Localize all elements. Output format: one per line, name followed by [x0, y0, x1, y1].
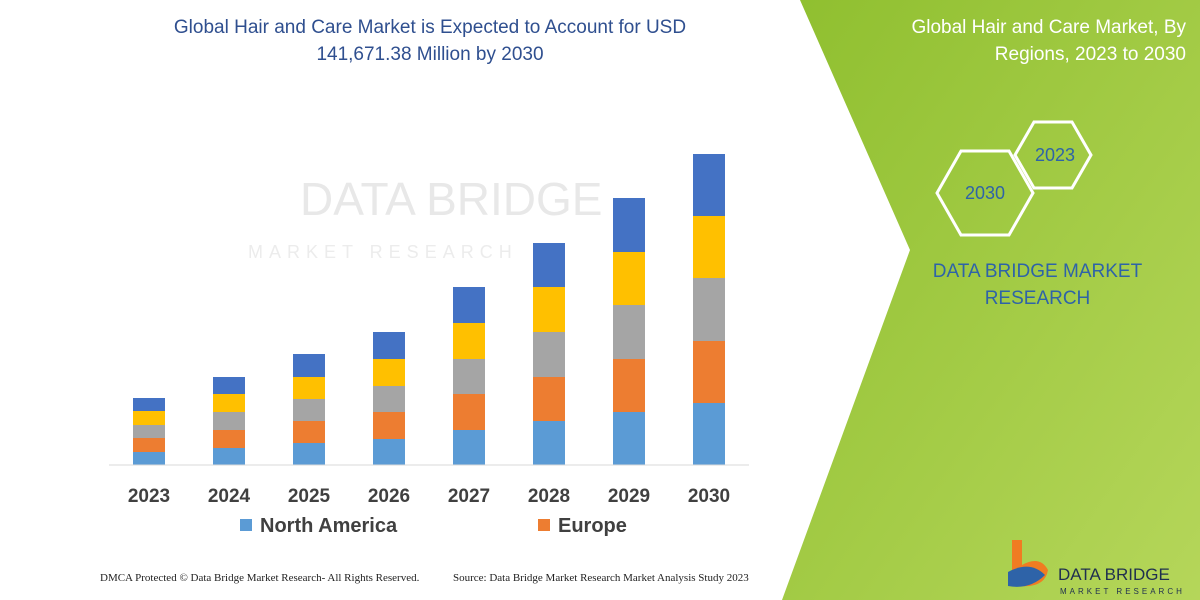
- bar-segment: [133, 452, 165, 465]
- bar-segment: [373, 412, 405, 439]
- hexagon: [1013, 120, 1093, 190]
- bar-segment: [373, 332, 405, 359]
- logo-name: DATA BRIDGE: [1058, 565, 1170, 584]
- bar-segment: [533, 332, 565, 377]
- legend-label: North America: [260, 515, 398, 537]
- x-tick-label: 2023: [128, 486, 170, 507]
- chart-title: Global Hair and Care Market is Expected …: [173, 17, 687, 65]
- bar-segment: [613, 252, 645, 305]
- bar-segment: [533, 287, 565, 332]
- bar-segment: [613, 305, 645, 359]
- bar-segment: [533, 421, 565, 465]
- x-tick-label: 2025: [288, 486, 331, 507]
- bar-segment: [293, 421, 325, 443]
- bar-segment: [533, 243, 565, 287]
- bar-segment: [613, 198, 645, 252]
- x-tick-label: 2028: [528, 486, 570, 507]
- hexagon-label: 2030: [965, 183, 1005, 203]
- watermark: MARKET RESEARCH: [248, 242, 518, 262]
- copyright: DMCA Protected © Data Bridge Market Rese…: [100, 572, 420, 584]
- bar-segment: [293, 443, 325, 465]
- source: Source: Data Bridge Market Research Mark…: [453, 572, 749, 584]
- bar-segment: [213, 394, 245, 412]
- bar-segment: [213, 377, 245, 394]
- logo: [1008, 540, 1048, 587]
- side-title: Global Hair and Care Market, By Regions,…: [911, 17, 1186, 65]
- x-tick-label: 2030: [688, 486, 730, 507]
- x-tick-label: 2024: [208, 486, 251, 507]
- logo-tagline: MARKET RESEARCH: [1060, 587, 1185, 596]
- bar-segment: [693, 403, 725, 465]
- bar-segment: [293, 399, 325, 421]
- bar-segment: [533, 377, 565, 421]
- bar-segment: [293, 354, 325, 377]
- bar-segment: [133, 438, 165, 452]
- watermark: DATA BRIDGE: [300, 173, 602, 225]
- side-panel-bg: [782, 0, 1200, 600]
- logo-mark: [1008, 566, 1045, 587]
- bar-segment: [373, 386, 405, 412]
- bar-segment: [133, 411, 165, 425]
- bar-segment: [453, 359, 485, 394]
- brand: DATA BRIDGE MARKET RESEARCH: [932, 261, 1143, 309]
- bar-segment: [693, 278, 725, 341]
- bar-segment: [453, 323, 485, 359]
- hexagon-label: 2023: [1035, 145, 1075, 165]
- bar-segment: [213, 430, 245, 448]
- bar-segment: [613, 359, 645, 412]
- legend-label: Europe: [558, 515, 627, 537]
- legend-swatch: [240, 519, 252, 531]
- bar-segment: [133, 425, 165, 438]
- bar-segment: [613, 412, 645, 465]
- hexagon: [935, 149, 1035, 237]
- x-tick-label: 2026: [368, 486, 410, 507]
- x-tick-label: 2027: [448, 486, 490, 507]
- bar-segment: [453, 430, 485, 465]
- x-tick-label: 2029: [608, 486, 650, 507]
- bar-segment: [693, 341, 725, 403]
- bar-segment: [133, 398, 165, 411]
- bar-segment: [693, 154, 725, 216]
- legend-swatch: [538, 519, 550, 531]
- bar-segment: [293, 377, 325, 399]
- bar-segment: [213, 448, 245, 465]
- bar-segment: [213, 412, 245, 430]
- bar-segment: [453, 287, 485, 323]
- bar-segment: [453, 394, 485, 430]
- bar-segment: [693, 216, 725, 278]
- bar-segment: [373, 359, 405, 386]
- bar-segment: [373, 439, 405, 465]
